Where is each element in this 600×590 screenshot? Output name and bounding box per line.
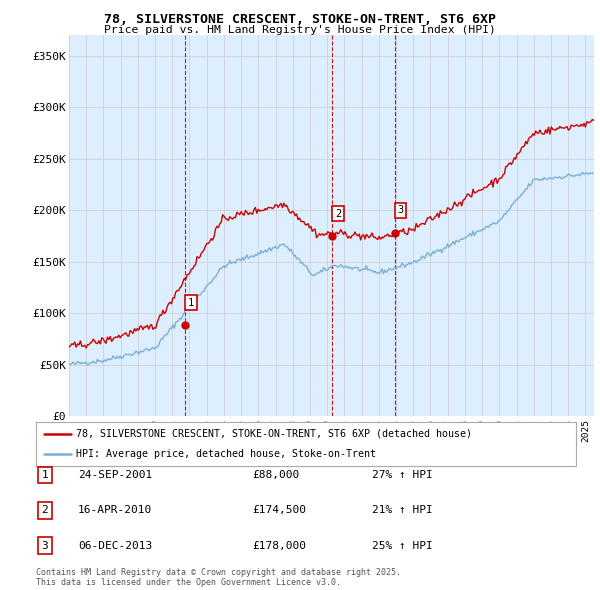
Text: 27% ↑ HPI: 27% ↑ HPI bbox=[372, 470, 433, 480]
Text: 24-SEP-2001: 24-SEP-2001 bbox=[78, 470, 152, 480]
Text: 78, SILVERSTONE CRESCENT, STOKE-ON-TRENT, ST6 6XP: 78, SILVERSTONE CRESCENT, STOKE-ON-TRENT… bbox=[104, 13, 496, 26]
Text: 3: 3 bbox=[398, 205, 404, 215]
Text: £88,000: £88,000 bbox=[252, 470, 299, 480]
Text: 3: 3 bbox=[41, 541, 49, 550]
Text: 25% ↑ HPI: 25% ↑ HPI bbox=[372, 541, 433, 550]
Text: Contains HM Land Registry data © Crown copyright and database right 2025.
This d: Contains HM Land Registry data © Crown c… bbox=[36, 568, 401, 587]
Text: 21% ↑ HPI: 21% ↑ HPI bbox=[372, 506, 433, 515]
Text: Price paid vs. HM Land Registry's House Price Index (HPI): Price paid vs. HM Land Registry's House … bbox=[104, 25, 496, 35]
Text: 78, SILVERSTONE CRESCENT, STOKE-ON-TRENT, ST6 6XP (detached house): 78, SILVERSTONE CRESCENT, STOKE-ON-TRENT… bbox=[77, 429, 473, 439]
Text: HPI: Average price, detached house, Stoke-on-Trent: HPI: Average price, detached house, Stok… bbox=[77, 449, 377, 459]
Text: 16-APR-2010: 16-APR-2010 bbox=[78, 506, 152, 515]
Text: 1: 1 bbox=[188, 298, 194, 308]
Text: 06-DEC-2013: 06-DEC-2013 bbox=[78, 541, 152, 550]
Text: 2: 2 bbox=[41, 506, 49, 515]
Text: 1: 1 bbox=[41, 470, 49, 480]
Text: 2: 2 bbox=[335, 209, 341, 219]
Text: £178,000: £178,000 bbox=[252, 541, 306, 550]
Text: £174,500: £174,500 bbox=[252, 506, 306, 515]
